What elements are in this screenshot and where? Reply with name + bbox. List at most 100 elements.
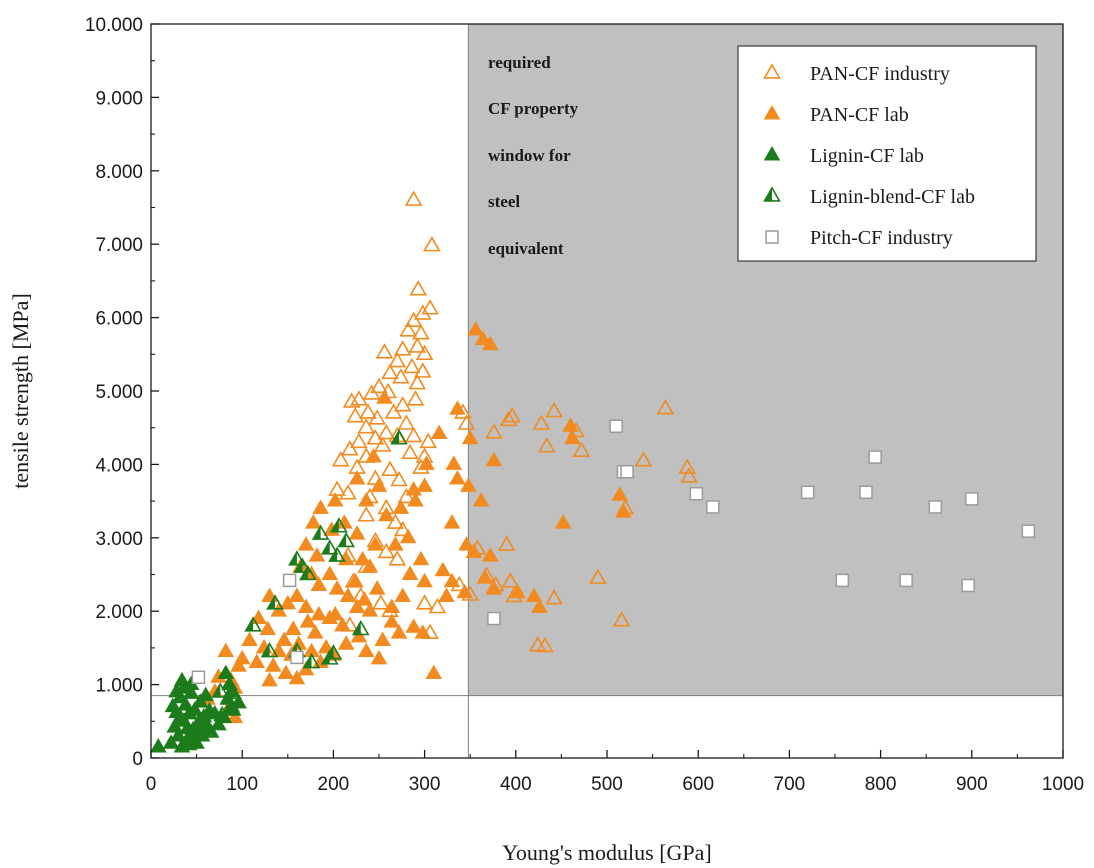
data-point xyxy=(472,492,490,507)
data-point xyxy=(404,190,423,206)
y-axis-title: tensile strength [MPa] xyxy=(8,293,33,489)
data-point xyxy=(348,525,366,540)
data-point xyxy=(311,524,330,540)
data-point xyxy=(397,487,416,504)
data-point xyxy=(308,547,326,562)
data-point xyxy=(377,423,396,440)
data-point xyxy=(266,594,284,610)
data-point xyxy=(392,368,410,384)
data-point xyxy=(375,343,394,359)
data-point xyxy=(481,335,499,351)
data-point xyxy=(366,429,385,445)
data-point xyxy=(428,597,447,614)
data-point xyxy=(170,726,187,742)
data-point xyxy=(374,631,391,647)
data-point xyxy=(392,499,410,514)
data-point xyxy=(419,432,438,449)
y-tick-label: 8.000 xyxy=(95,162,143,183)
legend-marker xyxy=(763,145,781,161)
data-point xyxy=(412,324,430,340)
data-point xyxy=(399,321,418,337)
data-point xyxy=(421,299,439,315)
data-point xyxy=(407,492,424,507)
data-point xyxy=(241,631,258,647)
data-point xyxy=(359,403,377,419)
y-tick-label: 10.000 xyxy=(85,15,143,36)
data-point xyxy=(312,499,329,514)
data-point xyxy=(293,557,312,573)
data-point xyxy=(572,441,591,457)
data-point xyxy=(357,642,375,658)
data-point xyxy=(503,407,521,423)
data-point xyxy=(350,627,368,643)
legend-item: PAN-CF lab xyxy=(763,104,909,126)
data-point xyxy=(438,587,455,602)
data-point xyxy=(405,618,422,633)
data-point xyxy=(434,561,452,577)
data-point xyxy=(406,390,425,406)
data-point xyxy=(356,591,373,606)
data-point xyxy=(261,671,278,687)
data-point xyxy=(564,429,581,445)
data-point xyxy=(408,337,427,353)
data-point xyxy=(334,616,351,632)
data-point xyxy=(589,568,607,584)
data-point xyxy=(328,480,346,496)
data-point xyxy=(328,580,346,595)
y-tick-label: 2.000 xyxy=(95,602,143,623)
data-point xyxy=(961,578,975,593)
x-axis-title: Young's modulus [GPa] xyxy=(502,840,712,865)
data-point xyxy=(404,426,423,443)
data-point xyxy=(351,619,370,636)
data-point xyxy=(868,450,882,464)
data-point xyxy=(326,492,344,507)
data-point xyxy=(416,477,433,492)
x-tick-label: 1000 xyxy=(1042,774,1084,795)
data-point xyxy=(388,352,407,368)
data-point xyxy=(337,531,355,548)
data-point xyxy=(321,565,339,580)
data-point xyxy=(390,470,408,487)
y-tick-label: 6.000 xyxy=(95,309,143,330)
data-point xyxy=(367,536,384,551)
data-point xyxy=(418,455,435,470)
annotation-line-4: steel xyxy=(488,192,520,211)
data-point xyxy=(680,467,698,483)
legend-label: PAN-CF industry xyxy=(810,63,950,85)
data-point xyxy=(164,697,182,713)
data-point xyxy=(457,414,476,430)
data-point xyxy=(277,664,295,680)
data-point xyxy=(499,410,518,427)
x-tick-label: 300 xyxy=(409,774,441,795)
data-point xyxy=(401,443,419,460)
legend-marker xyxy=(765,230,779,244)
data-point xyxy=(191,670,206,685)
data-point xyxy=(162,734,180,749)
data-point xyxy=(531,598,548,613)
data-point xyxy=(297,598,315,613)
data-point xyxy=(377,542,396,559)
data-point xyxy=(416,572,433,588)
data-point xyxy=(381,460,399,477)
data-point xyxy=(210,715,227,731)
data-point xyxy=(562,417,579,432)
y-tick-label: 7.000 xyxy=(95,235,143,256)
data-point xyxy=(474,330,492,346)
y-tick-label: 3.000 xyxy=(95,529,143,550)
data-point xyxy=(413,362,432,378)
data-point xyxy=(384,403,403,419)
data-point xyxy=(800,485,815,500)
data-point xyxy=(211,682,230,698)
data-point xyxy=(390,624,408,639)
data-point xyxy=(409,280,428,296)
data-point xyxy=(612,611,631,627)
data-point xyxy=(260,641,279,658)
data-point xyxy=(387,536,404,551)
data-point xyxy=(299,613,317,628)
data-point xyxy=(404,311,423,328)
legend-label: Lignin-CF lab xyxy=(810,145,924,167)
data-point xyxy=(339,484,357,500)
data-point xyxy=(461,429,479,445)
x-tick-label: 800 xyxy=(865,774,897,795)
